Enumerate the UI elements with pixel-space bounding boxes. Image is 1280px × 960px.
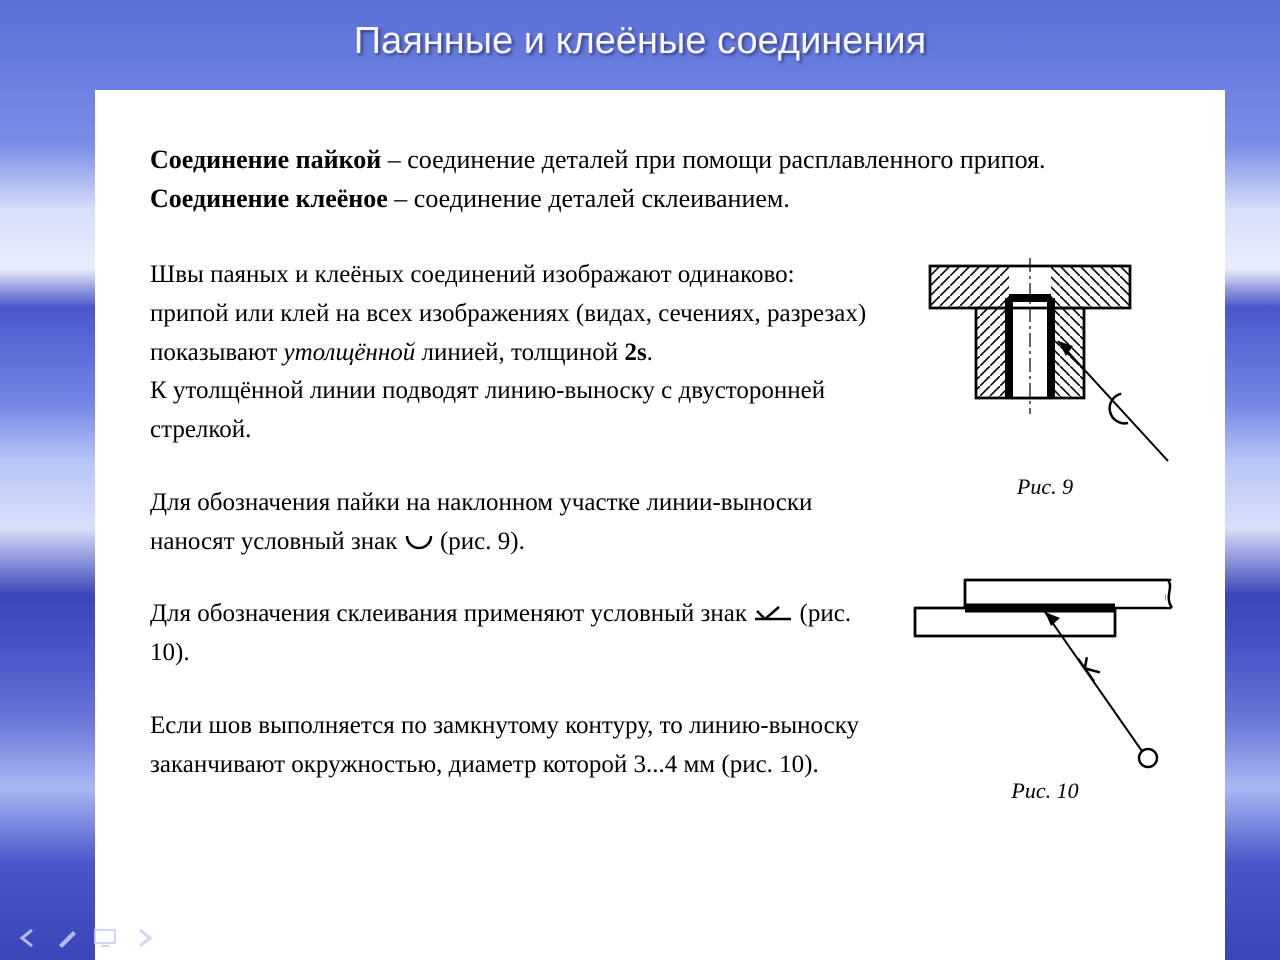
p1-t2: линией, толщиной (415, 339, 624, 366)
pen-icon[interactable] (56, 928, 76, 948)
figure-9-svg (920, 256, 1170, 466)
definition-1: Соединение пайкой – соединение деталей п… (150, 140, 1185, 179)
term-1: Соединение пайкой (150, 145, 381, 174)
figure-10-caption: Рис. 10 (910, 778, 1180, 804)
def-2-text: – соединение деталей склеиванием. (388, 184, 790, 213)
figure-9: Рис. 9 (920, 256, 1170, 500)
figure-10-svg (910, 570, 1180, 770)
paragraph-4: Если шов выполняется по замкнутому конту… (150, 707, 875, 785)
paragraph-3: Для обозначения склеивания применяют усл… (150, 595, 875, 673)
p2-t2: (рис. 9). (434, 528, 525, 555)
definitions-block: Соединение пайкой – соединение деталей п… (150, 140, 1185, 218)
solder-arc-symbol-inline (404, 533, 434, 551)
figure-9-caption: Рис. 9 (920, 474, 1170, 500)
prev-slide-icon[interactable] (18, 928, 38, 948)
content-card: Соединение пайкой – соединение деталей п… (95, 90, 1225, 960)
screen-icon[interactable] (94, 929, 116, 947)
p1-bold: 2s (624, 339, 646, 366)
p1-t3: . (647, 339, 653, 366)
figures-column: Рис. 9 (905, 256, 1185, 824)
slide-nav-controls (18, 928, 154, 948)
body-text-column: Швы паяных и клеёных соединений изобража… (150, 256, 875, 824)
slide-title: Паянные и клеёные соединения (0, 0, 1280, 63)
paragraph-2: Для обозначения пайки на наклонном участ… (150, 484, 875, 562)
figure-10: Рис. 10 (910, 570, 1180, 804)
glue-k-symbol-inline (753, 605, 793, 623)
definition-2: Соединение клеёное – соединение деталей … (150, 179, 1185, 218)
paragraph-1: Швы паяных и клеёных соединений изобража… (150, 256, 875, 450)
term-2: Соединение клеёное (150, 184, 388, 213)
def-1-text: – соединение деталей при помощи расплавл… (381, 145, 1045, 174)
next-slide-icon[interactable] (134, 928, 154, 948)
p3-t1: Для обозначения склеивания применяют усл… (150, 600, 753, 627)
p1-t4: К утолщённой линии подводят линию-выноск… (150, 377, 825, 443)
p1-em: утолщённой (284, 339, 416, 366)
